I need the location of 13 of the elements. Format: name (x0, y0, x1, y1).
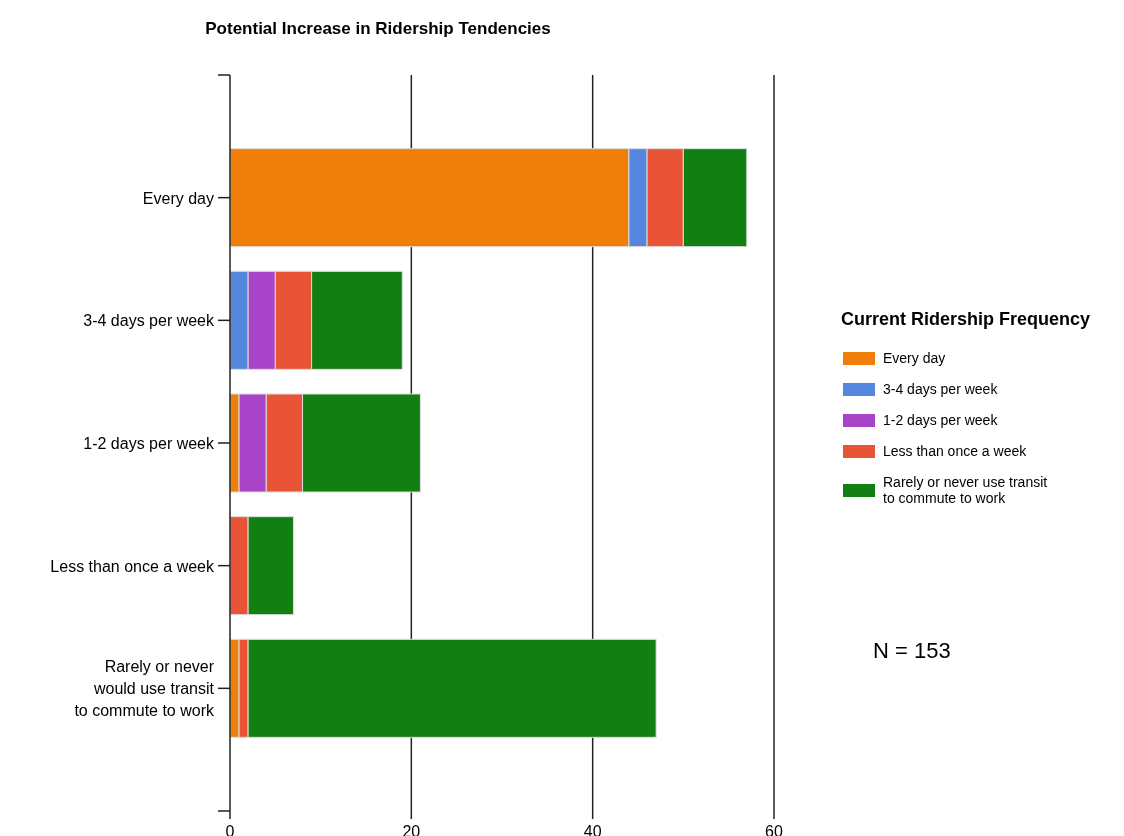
y-tick-label: Less than once a week (50, 557, 215, 575)
legend-label: Rarely or never use transit to commute to work (883, 474, 1048, 506)
y-tick-label: Rarely or never would use transit to commute to work (74, 657, 215, 719)
legend-label: 1-2 days per week (883, 412, 999, 428)
y-tick-label: 1-2 days per week (83, 434, 215, 452)
legend-label: 3-4 days per week (883, 381, 999, 397)
text: N = 153 (873, 638, 951, 663)
chart-title: Potential Increase in Ridership Tendencies (205, 19, 551, 38)
y-tick-label: Every day (142, 189, 214, 207)
y-tick-label: 3-4 days per week (83, 311, 215, 329)
legend-title: Current Ridership Frequency (841, 309, 1091, 329)
legend-label: Every day (883, 350, 946, 366)
legend-label: Less than once a week (883, 443, 1028, 459)
